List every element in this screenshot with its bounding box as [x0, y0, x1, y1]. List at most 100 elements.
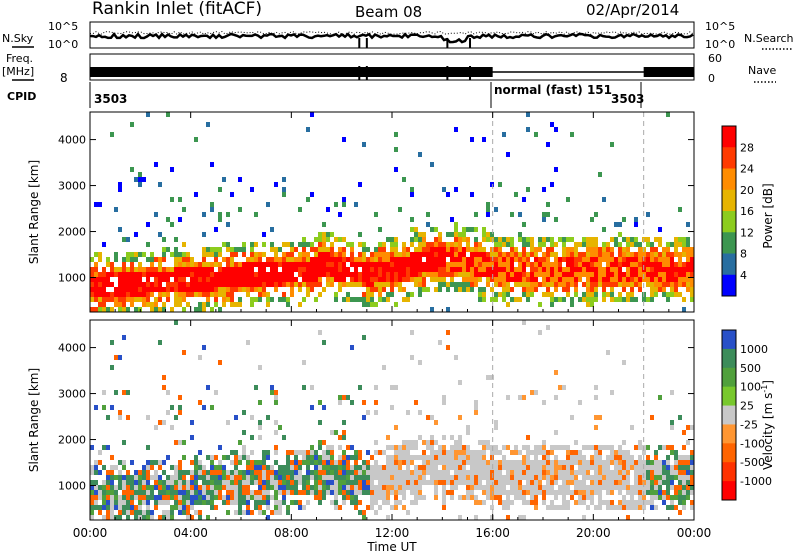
heatmap-cell [570, 257, 574, 262]
heatmap-cell [554, 505, 558, 510]
heatmap-cell [290, 500, 294, 505]
heatmap-cell [154, 485, 158, 490]
heatmap-cell [466, 480, 470, 485]
heatmap-cell [534, 132, 538, 137]
heatmap-cell [382, 475, 386, 480]
heatmap-cell [382, 272, 386, 277]
heatmap-cell [586, 242, 590, 247]
heatmap-cell [350, 262, 354, 267]
heatmap-cell [570, 450, 574, 455]
heatmap-cell [370, 252, 374, 257]
heatmap-cell [262, 455, 266, 460]
heatmap-cell [290, 450, 294, 455]
heatmap-cell [454, 237, 458, 242]
heatmap-cell [282, 272, 286, 277]
heatmap-cell [262, 272, 266, 277]
heatmap-cell [350, 500, 354, 505]
heatmap-cell [626, 465, 630, 470]
heatmap-cell [574, 252, 578, 257]
heatmap-cell [158, 297, 162, 302]
heatmap-cell [182, 475, 186, 480]
heatmap-cell [298, 252, 302, 257]
heatmap-cell [250, 287, 254, 292]
heatmap-cell [158, 515, 162, 520]
heatmap-cell [470, 465, 474, 470]
heatmap-cell [610, 505, 614, 510]
heatmap-cell [162, 470, 166, 475]
heatmap-cell [166, 455, 170, 460]
colorbar-swatch [722, 348, 736, 369]
heatmap-cell [246, 267, 250, 272]
heatmap-cell [318, 465, 322, 470]
heatmap-cell [430, 480, 434, 485]
heatmap-cell [366, 272, 370, 277]
heatmap-cell [390, 445, 394, 450]
heatmap-cell [398, 282, 402, 287]
heatmap-cell [142, 515, 146, 520]
heatmap-cell [646, 282, 650, 287]
heatmap-cell [174, 287, 178, 292]
heatmap-cell [262, 287, 266, 292]
noise-tick-high-right: 10^5 [705, 20, 735, 33]
heatmap-cell [446, 470, 450, 475]
heatmap-cell [542, 450, 546, 455]
heatmap-cell [102, 242, 106, 247]
heatmap-cell [526, 500, 530, 505]
heatmap-cell [322, 232, 326, 237]
heatmap-cell [522, 267, 526, 272]
heatmap-cell [626, 515, 630, 520]
heatmap-cell [394, 460, 398, 465]
heatmap-cell [666, 505, 670, 510]
heatmap-cell [414, 445, 418, 450]
heatmap-cell [102, 465, 106, 470]
heatmap-cell [458, 445, 462, 450]
heatmap-cell [646, 237, 650, 242]
heatmap-cell [258, 490, 262, 495]
heatmap-cell [482, 440, 486, 445]
heatmap-cell [498, 257, 502, 262]
heatmap-cell [250, 475, 254, 480]
heatmap-cell [518, 495, 522, 500]
heatmap-cell [198, 470, 202, 475]
heatmap-cell [662, 267, 666, 272]
heatmap-cell [514, 460, 518, 465]
heatmap-cell [658, 445, 662, 450]
heatmap-cell [146, 302, 150, 307]
heatmap-cell [594, 485, 598, 490]
heatmap-cell [266, 272, 270, 277]
heatmap-cell [270, 510, 274, 515]
heatmap-cell [462, 460, 466, 465]
heatmap-cell [118, 287, 122, 292]
heatmap-cell [206, 282, 210, 287]
heatmap-cell [626, 485, 630, 490]
heatmap-cell [222, 287, 226, 292]
heatmap-cell [642, 505, 646, 510]
colorbar-swatch [722, 462, 736, 482]
heatmap-cell [318, 500, 322, 505]
heatmap-cell [338, 445, 342, 450]
heatmap-cell [226, 297, 230, 302]
heatmap-cell [646, 500, 650, 505]
heatmap-cell [126, 257, 130, 262]
heatmap-cell [654, 262, 658, 267]
heatmap-cell [242, 485, 246, 490]
heatmap-cell [314, 267, 318, 272]
heatmap-cell [314, 237, 318, 242]
heatmap-cell [142, 495, 146, 500]
heatmap-cell [370, 297, 374, 302]
heatmap-cell [670, 465, 674, 470]
heatmap-cell [478, 287, 482, 292]
heatmap-cell [130, 272, 134, 277]
heatmap-cell [378, 287, 382, 292]
heatmap-cell [474, 282, 478, 287]
heatmap-cell [606, 242, 610, 247]
heatmap-cell [202, 500, 206, 505]
heatmap-cell [622, 495, 626, 500]
heatmap-cell [546, 212, 550, 217]
heatmap-cell [442, 400, 446, 405]
heatmap-cell [326, 267, 330, 272]
heatmap-cell [410, 227, 414, 232]
heatmap-cell [170, 197, 174, 202]
heatmap-cell [398, 207, 402, 212]
